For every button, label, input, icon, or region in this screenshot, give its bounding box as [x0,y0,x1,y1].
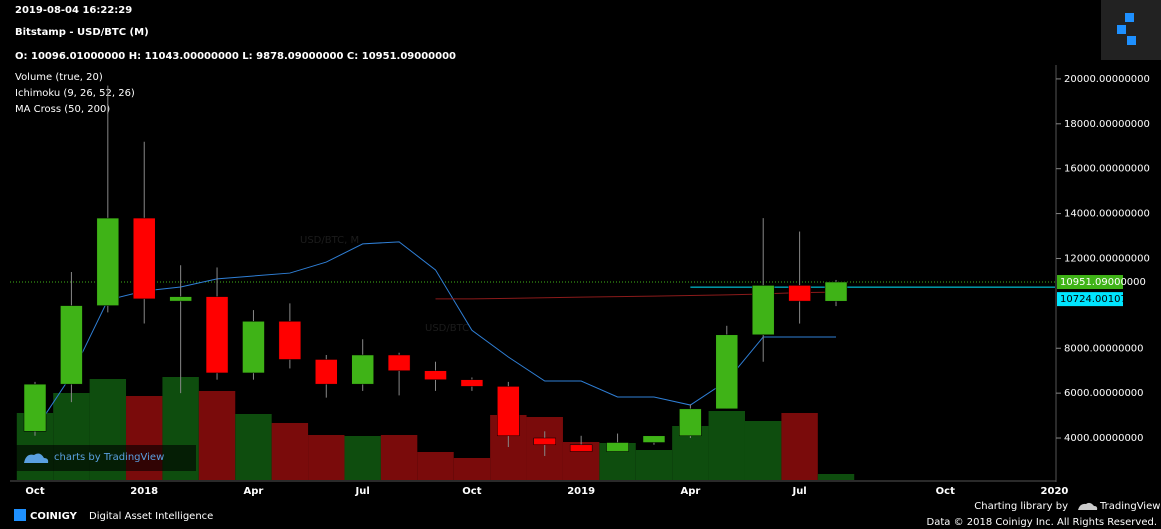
tagline: Digital Asset Intelligence [89,511,213,522]
candle-body [497,386,520,437]
badge-icon[interactable] [24,453,49,463]
candle-body [824,281,848,302]
x-tick-label: 2018 [130,486,158,497]
candle-body [205,296,229,374]
candle-body [424,370,447,380]
watermark-sub: USD/BTC [425,323,469,334]
x-tick-label: 2019 [567,486,595,497]
candle-body [387,354,411,371]
library-name[interactable]: TradingView [1099,501,1160,512]
candle-body [278,321,302,360]
logo-block [1117,25,1126,34]
volume-bar [380,435,418,480]
candle-body [533,437,556,446]
x-tick-label: Jul [791,486,806,497]
price-line-box [1057,292,1123,307]
candle-body [569,444,593,452]
timestamp: 2019-08-04 16:22:29 [15,5,132,16]
y-tick-label: 4000.00000000 [1064,433,1144,444]
x-tick-label: Oct [25,486,44,497]
candle-body [23,383,47,432]
candle-body [715,334,739,410]
volume-bar [708,411,745,480]
x-tick-label: Oct [462,486,481,497]
volume-bar [817,474,855,480]
volume-bar [417,452,454,480]
x-tick-label: Apr [680,486,700,497]
volume-bar [781,413,818,480]
indicator: Volume (true, 20) [15,72,103,83]
volume-bar [271,423,309,480]
badge[interactable]: charts by TradingView [54,452,164,463]
footer [0,497,1161,529]
x-tick-label: Jul [355,486,370,497]
volume-bar [744,421,782,480]
candle-body [788,285,811,302]
logo-block [1125,13,1134,22]
copyright: Data © 2018 Coinigy Inc. All Rights Rese… [927,517,1157,528]
volume-bar [198,391,236,480]
candle-body [642,435,666,443]
y-tick-label: 6000.00000000 [1064,388,1144,399]
library-icon[interactable] [1078,502,1098,510]
price-line-label: 10724.00107643 [1060,294,1146,305]
candle-body [96,217,120,306]
indicator: MA Cross (50, 200) [15,104,110,115]
candle-body [679,408,702,437]
volume-bar [344,436,381,480]
candle-body [315,359,338,385]
candle-body [606,442,629,452]
y-tick-label: 18000.00000000 [1064,119,1150,130]
indicator: Ichimoku (9, 26, 52, 26) [15,88,135,99]
logo [1101,0,1161,60]
watermark: USD/BTC, M [300,235,359,246]
candle-body [242,321,265,374]
indicator-line [34,241,837,431]
logo-block [1127,36,1136,45]
y-tick-label: 8000.00000000 [1064,343,1144,354]
x-tick-label: Apr [244,486,264,497]
brand: COINIGY [30,511,78,522]
title: Bitstamp - USD/BTC (M) [15,27,149,38]
y-tick-label: 14000.00000000 [1064,209,1150,220]
volume-bar [453,458,491,480]
ohlc-info: O: 10096.01000000 H: 11043.00000000 L: 9… [15,51,456,62]
y-tick-label: 20000.00000000 [1064,74,1150,85]
y-tick-label: 12000.00000000 [1064,253,1150,264]
x-tick-label: 2020 [1041,486,1069,497]
x-tick-label: Oct [936,486,955,497]
candle-body [460,379,484,387]
candle-body [60,305,83,385]
volume-bar [235,414,272,480]
volume-bar [635,450,673,480]
y-tick-label: 16000.00000000 [1064,164,1150,175]
candle-body [132,217,156,300]
candle-body [169,296,192,302]
brand-icon [14,509,26,521]
candle-body [351,354,374,385]
volume-bar [308,435,345,480]
last-close-box [1057,275,1123,290]
candle-body [751,285,775,336]
library[interactable]: Charting library by [974,501,1068,512]
last-close-label: 10951.09000000 [1060,277,1146,288]
badge-bg [16,445,196,471]
